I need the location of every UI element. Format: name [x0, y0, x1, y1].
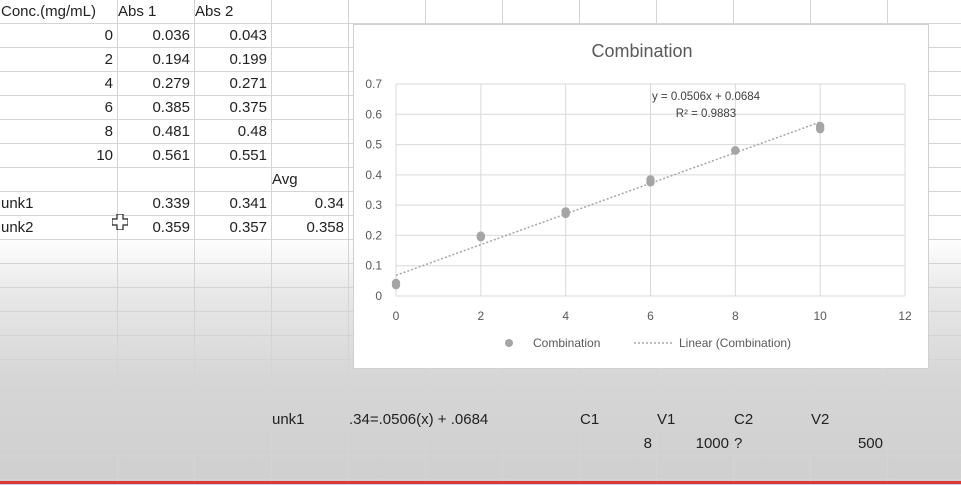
cell-k19[interactable]: 500 — [857, 435, 883, 452]
cell-d10[interactable]: 0.358 — [306, 219, 344, 236]
cell-b2[interactable]: 0.036 — [152, 27, 190, 44]
sheet-bottom-edge — [0, 481, 961, 484]
cell-d8[interactable]: Avg — [272, 171, 298, 188]
cell-c2[interactable]: 0.043 — [229, 27, 267, 44]
y-tick-label: 0.4 — [365, 168, 382, 182]
data-point — [561, 209, 570, 219]
cell-j19[interactable]: ? — [734, 435, 743, 452]
data-point — [391, 278, 401, 288]
y-tick-label: 0.2 — [365, 228, 382, 242]
cell-c4[interactable]: 0.271 — [229, 75, 267, 92]
grid-row-line — [0, 407, 961, 408]
cell-e18[interactable]: .34=.0506(x) + .0684 — [349, 411, 489, 428]
cell-b6[interactable]: 0.481 — [152, 123, 190, 140]
data-point — [646, 178, 655, 187]
trendline-equation: y = 0.0506x + 0.0684 — [652, 91, 761, 103]
grid-column-line — [271, 0, 272, 485]
cell-c9[interactable]: 0.341 — [229, 195, 267, 212]
cell-c6[interactable]: 0.48 — [237, 123, 267, 140]
y-tick-label: 0.1 — [365, 259, 382, 273]
cell-c7[interactable]: 0.551 — [229, 147, 267, 164]
grid-row-line — [0, 455, 961, 456]
cell-d9[interactable]: 0.34 — [314, 195, 344, 212]
trendline — [395, 121, 821, 276]
cell-c5[interactable]: 0.375 — [229, 99, 267, 116]
cell-c10[interactable]: 0.357 — [229, 219, 267, 236]
grid-column-line — [348, 0, 349, 485]
trendline-r-squared: R² = 0.9883 — [676, 108, 736, 120]
grid-row-line — [0, 431, 961, 432]
data-point — [731, 146, 740, 155]
data-point — [815, 124, 825, 134]
cell-b9[interactable]: 0.339 — [152, 195, 190, 212]
x-tick-label: 2 — [477, 309, 484, 323]
scatter-chart[interactable]: 0 0.1 0.2 0.3 0.4 0.5 0.6 0.7 0 2 4 6 8 10 12 Combinati… — [353, 24, 929, 369]
cell-b1[interactable]: Abs 1 — [118, 3, 157, 20]
grid-column-line — [117, 0, 118, 485]
x-tick-label: 4 — [562, 309, 569, 323]
chart-canvas: 0 0.1 0.2 0.3 0.4 0.5 0.6 0.7 0 2 4 6 8 10 12 Combinati… — [365, 41, 912, 350]
legend-marker — [505, 339, 513, 347]
cell-h19[interactable]: 8 — [643, 435, 652, 452]
grid-column-line — [194, 0, 195, 485]
legend-label-trendline: Linear (Combination) — [679, 336, 791, 350]
x-tick-label: 12 — [898, 309, 912, 323]
x-tick-label: 10 — [813, 309, 827, 323]
cell-c1[interactable]: Abs 2 — [195, 3, 234, 20]
cell-cursor-icon — [111, 213, 129, 231]
cell-k18[interactable]: V2 — [811, 411, 830, 428]
y-tick-label: 0.6 — [365, 107, 382, 121]
cell-d18[interactable]: unk1 — [272, 411, 305, 428]
chart-title: Combination — [591, 41, 692, 61]
cell-b4[interactable]: 0.279 — [152, 75, 190, 92]
x-tick-label: 8 — [732, 309, 739, 323]
cell-b3[interactable]: 0.194 — [152, 51, 190, 68]
cell-a10[interactable]: unk2 — [1, 219, 34, 236]
grid-row-line — [0, 383, 961, 384]
cell-b10[interactable]: 0.359 — [152, 219, 190, 236]
grid-row-line — [0, 23, 961, 24]
cell-i19[interactable]: 1000 — [695, 435, 729, 452]
cell-j18[interactable]: C2 — [734, 411, 754, 428]
cell-a3[interactable]: 2 — [104, 51, 113, 68]
y-tick-label: 0 — [375, 289, 382, 303]
cell-a4[interactable]: 4 — [104, 75, 113, 92]
cell-a5[interactable]: 6 — [104, 99, 113, 116]
cell-b5[interactable]: 0.385 — [152, 99, 190, 116]
y-tick-label: 0.3 — [365, 198, 382, 212]
cell-a2[interactable]: 0 — [104, 27, 113, 44]
y-tick-label: 0.5 — [365, 138, 382, 152]
cell-b7[interactable]: 0.561 — [152, 147, 190, 164]
cell-h18[interactable]: C1 — [580, 411, 600, 428]
cell-a7[interactable]: 10 — [96, 147, 113, 164]
cell-a9[interactable]: unk1 — [1, 195, 34, 212]
x-tick-label: 6 — [647, 309, 654, 323]
cell-a6[interactable]: 8 — [104, 123, 113, 140]
legend-label-series: Combination — [533, 336, 600, 350]
y-tick-label: 0.7 — [365, 77, 382, 91]
cell-a1[interactable]: Conc.(mg/mL) — [1, 3, 97, 20]
grid-row-line — [0, 479, 961, 480]
cell-c3[interactable]: 0.199 — [229, 51, 267, 68]
cell-i18[interactable]: V1 — [657, 411, 676, 428]
data-point — [476, 231, 486, 240]
x-tick-label: 0 — [393, 309, 400, 323]
